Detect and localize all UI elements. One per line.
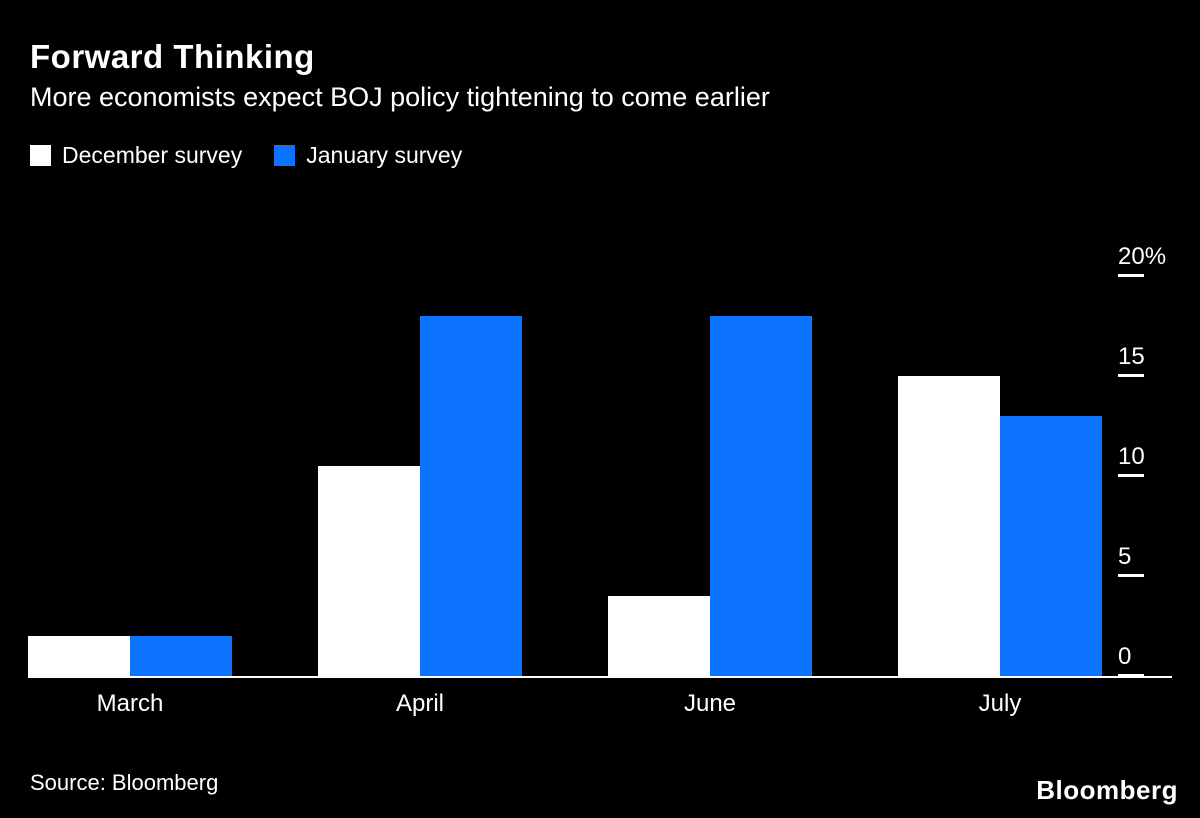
x-axis-label-march: March: [96, 690, 164, 717]
x-axis-line: [28, 676, 1172, 678]
y-tick-mark-15: [1118, 374, 1144, 377]
bar-april-january-survey: [420, 316, 522, 676]
legend-label-december-survey: December survey: [62, 142, 243, 168]
bar-june-january-survey: [710, 316, 812, 676]
y-tick-label-10: 10: [1118, 443, 1145, 470]
legend-swatch-january-survey: [274, 145, 296, 166]
y-tick-mark-0: [1118, 674, 1144, 677]
chart-title: Forward Thinking: [30, 38, 315, 75]
bar-july-january-survey: [1000, 416, 1102, 676]
bar-march-december-survey: [28, 636, 130, 676]
legend-swatch-december-survey: [30, 145, 51, 166]
y-tick-label-5: 5: [1118, 543, 1132, 570]
y-tick-mark-20-: [1118, 274, 1144, 277]
y-tick-label-20-: 20%: [1118, 243, 1167, 270]
x-axis-label-july: July: [978, 690, 1022, 717]
bar-june-december-survey: [608, 596, 710, 676]
legend: December survey January survey: [30, 142, 462, 169]
x-axis-label-june: June: [683, 690, 737, 717]
x-axis-label-april: April: [395, 690, 444, 717]
y-tick-mark-10: [1118, 474, 1144, 477]
y-tick-label-15: 15: [1118, 343, 1145, 370]
y-tick-label-0: 0: [1118, 643, 1132, 670]
source-note: Source: Bloomberg: [30, 770, 219, 795]
chart-subtitle: More economists expect BOJ policy tighte…: [30, 82, 770, 112]
bloomberg-logo: Bloomberg: [1036, 775, 1178, 805]
plot-area: 0 5 10 15 20% March April June July: [0, 243, 1200, 717]
bar-april-december-survey: [318, 466, 420, 676]
legend-item-december-survey: December survey: [30, 142, 242, 169]
bar-july-december-survey: [898, 376, 1000, 676]
bar-march-january-survey: [130, 636, 232, 676]
legend-item-january-survey: January survey: [274, 142, 462, 169]
y-tick-mark-5: [1118, 574, 1144, 577]
legend-label-january-survey: January survey: [306, 142, 463, 168]
